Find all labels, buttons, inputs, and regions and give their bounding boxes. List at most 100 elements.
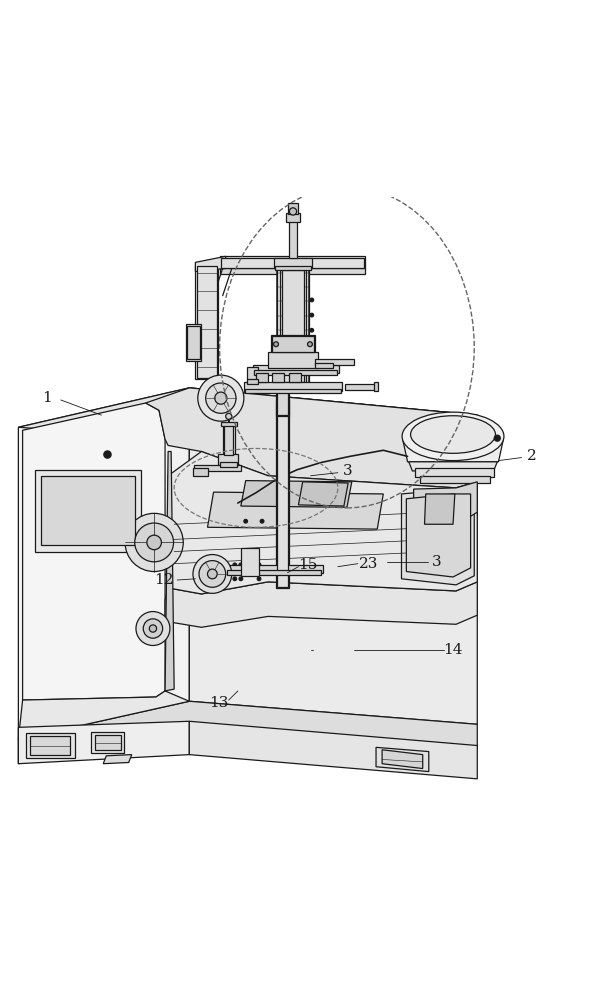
Circle shape	[208, 569, 217, 579]
Circle shape	[149, 625, 157, 632]
Polygon shape	[18, 388, 189, 739]
Bar	[197, 266, 217, 378]
Polygon shape	[18, 701, 477, 764]
Bar	[30, 736, 71, 755]
Circle shape	[226, 413, 232, 419]
Circle shape	[199, 561, 226, 587]
Circle shape	[310, 359, 314, 362]
Polygon shape	[403, 439, 504, 462]
Bar	[315, 359, 354, 365]
Circle shape	[273, 342, 278, 347]
Text: 15: 15	[298, 558, 317, 572]
Polygon shape	[382, 750, 423, 769]
Bar	[253, 365, 339, 373]
Circle shape	[143, 619, 163, 638]
Bar	[287, 203, 298, 214]
Circle shape	[260, 519, 264, 523]
Bar	[223, 424, 235, 456]
Polygon shape	[189, 388, 477, 724]
Polygon shape	[401, 488, 474, 585]
Ellipse shape	[410, 416, 496, 453]
Text: 13: 13	[209, 696, 228, 710]
Bar	[188, 326, 200, 359]
Bar	[186, 324, 202, 361]
Bar	[219, 454, 238, 465]
Polygon shape	[18, 691, 189, 739]
Circle shape	[135, 523, 174, 562]
Bar	[247, 367, 258, 380]
Text: 1: 1	[42, 391, 52, 405]
Bar	[289, 221, 297, 258]
Polygon shape	[298, 482, 348, 506]
Circle shape	[310, 298, 314, 302]
Circle shape	[244, 519, 247, 523]
Circle shape	[198, 375, 244, 421]
Polygon shape	[208, 492, 383, 529]
Bar	[195, 265, 219, 379]
Circle shape	[276, 519, 280, 523]
Circle shape	[289, 208, 297, 215]
Polygon shape	[165, 582, 477, 627]
Circle shape	[193, 555, 232, 593]
Bar	[282, 270, 304, 382]
Bar	[420, 476, 490, 483]
Bar	[272, 373, 284, 382]
Polygon shape	[146, 388, 477, 488]
Bar	[225, 425, 233, 455]
Text: 12: 12	[154, 573, 174, 587]
Bar	[415, 468, 494, 477]
Polygon shape	[409, 462, 498, 471]
Bar	[91, 732, 124, 753]
Bar	[277, 402, 288, 587]
Polygon shape	[414, 482, 477, 527]
Ellipse shape	[402, 412, 504, 461]
Circle shape	[495, 435, 501, 441]
Circle shape	[218, 577, 222, 581]
Bar	[193, 468, 208, 476]
Circle shape	[215, 392, 227, 404]
Circle shape	[239, 563, 242, 567]
Circle shape	[257, 563, 261, 567]
Bar	[280, 268, 306, 384]
Circle shape	[257, 577, 261, 581]
Bar	[276, 400, 289, 588]
Circle shape	[206, 383, 236, 413]
Circle shape	[233, 563, 237, 567]
Bar	[96, 735, 121, 750]
Circle shape	[125, 513, 183, 572]
Bar	[244, 382, 342, 391]
Polygon shape	[424, 494, 455, 524]
Bar	[275, 266, 311, 270]
Bar	[345, 384, 375, 390]
Polygon shape	[241, 548, 259, 576]
Bar	[276, 387, 289, 416]
Bar	[273, 258, 312, 268]
Polygon shape	[220, 268, 365, 274]
Polygon shape	[165, 452, 174, 691]
Bar	[268, 352, 318, 368]
Bar	[35, 470, 141, 552]
Bar	[254, 370, 337, 375]
Polygon shape	[189, 721, 477, 779]
Text: 23: 23	[359, 557, 378, 571]
Circle shape	[310, 344, 314, 347]
Polygon shape	[376, 747, 429, 772]
Bar	[220, 256, 365, 268]
Bar	[277, 388, 288, 415]
Circle shape	[147, 535, 161, 550]
Circle shape	[239, 577, 242, 581]
Bar	[227, 570, 321, 575]
Bar	[41, 476, 135, 545]
Polygon shape	[195, 256, 226, 271]
Circle shape	[218, 563, 222, 567]
Bar	[272, 336, 314, 352]
Bar	[374, 382, 378, 391]
Text: 14: 14	[443, 643, 463, 657]
Polygon shape	[104, 755, 132, 764]
Bar	[286, 213, 300, 222]
Polygon shape	[18, 721, 189, 764]
Bar	[26, 733, 76, 758]
Circle shape	[104, 451, 111, 458]
Bar	[256, 373, 268, 382]
Bar	[226, 565, 323, 573]
